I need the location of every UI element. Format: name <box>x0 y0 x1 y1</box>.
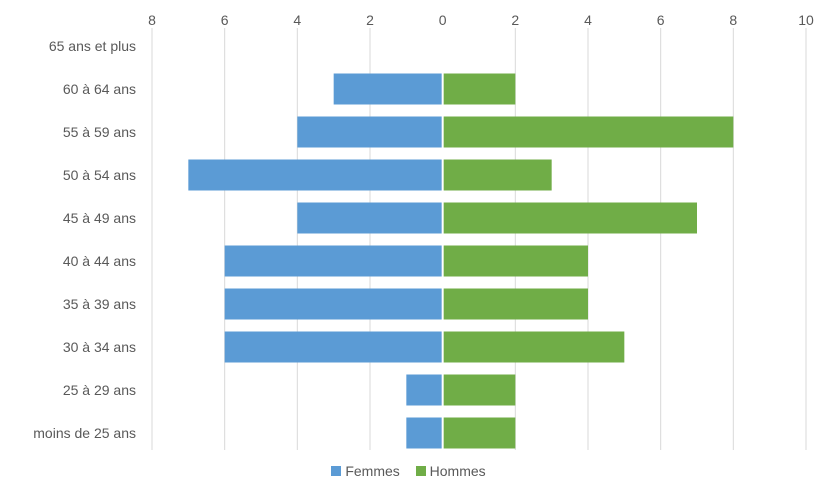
legend-label-femmes: Femmes <box>345 463 400 479</box>
category-label: 45 à 49 ans <box>63 210 136 226</box>
legend-label-hommes: Hommes <box>429 463 486 479</box>
category-axis: 65 ans et plus 60 à 64 ans 55 à 59 ans 50 à… <box>33 38 136 441</box>
x-tick-label: 6 <box>221 12 229 28</box>
x-tick-label: 8 <box>148 12 156 28</box>
bar-hommes <box>442 73 516 105</box>
bar-hommes <box>442 288 588 320</box>
bar-hommes <box>442 159 552 191</box>
bar-hommes <box>442 417 516 449</box>
category-label: 65 ans et plus <box>49 38 136 54</box>
category-label: 40 à 44 ans <box>63 253 136 269</box>
x-tick-label: 4 <box>293 12 301 28</box>
x-tick-label: 10 <box>798 12 814 28</box>
legend-swatch-hommes <box>415 466 426 476</box>
bar-hommes <box>442 116 734 148</box>
x-tick-label: 2 <box>511 12 519 28</box>
bar-hommes <box>442 331 625 363</box>
bar-femmes <box>297 202 443 234</box>
category-label: 50 à 54 ans <box>63 167 136 183</box>
legend: Femmes Hommes <box>0 463 817 479</box>
bar-hommes <box>442 245 588 277</box>
bar-femmes <box>333 73 443 105</box>
x-tick-label: 2 <box>366 12 374 28</box>
bar-hommes <box>442 202 697 234</box>
x-tick-label: 8 <box>729 12 737 28</box>
category-label: 55 à 59 ans <box>63 124 136 140</box>
bar-femmes <box>224 288 443 320</box>
bar-hommes <box>442 374 516 406</box>
bar-femmes <box>224 331 443 363</box>
x-axis-ticks: 8 6 4 2 0 2 4 6 8 10 <box>148 12 814 28</box>
legend-item-femmes: Femmes <box>331 463 400 479</box>
bar-femmes <box>406 417 443 449</box>
category-label: moins de 25 ans <box>33 425 136 441</box>
bars-group <box>188 28 734 450</box>
legend-swatch-femmes <box>331 466 342 476</box>
bar-femmes <box>406 374 443 406</box>
x-tick-label: 4 <box>584 12 592 28</box>
legend-item-hommes: Hommes <box>415 463 486 479</box>
category-label: 30 à 34 ans <box>63 339 136 355</box>
x-tick-label: 0 <box>439 12 447 28</box>
category-label: 25 à 29 ans <box>63 382 136 398</box>
category-label: 35 à 39 ans <box>63 296 136 312</box>
category-label: 60 à 64 ans <box>63 81 136 97</box>
bar-femmes <box>224 245 443 277</box>
bar-femmes <box>188 159 443 191</box>
bar-femmes <box>297 116 443 148</box>
x-tick-label: 6 <box>657 12 665 28</box>
